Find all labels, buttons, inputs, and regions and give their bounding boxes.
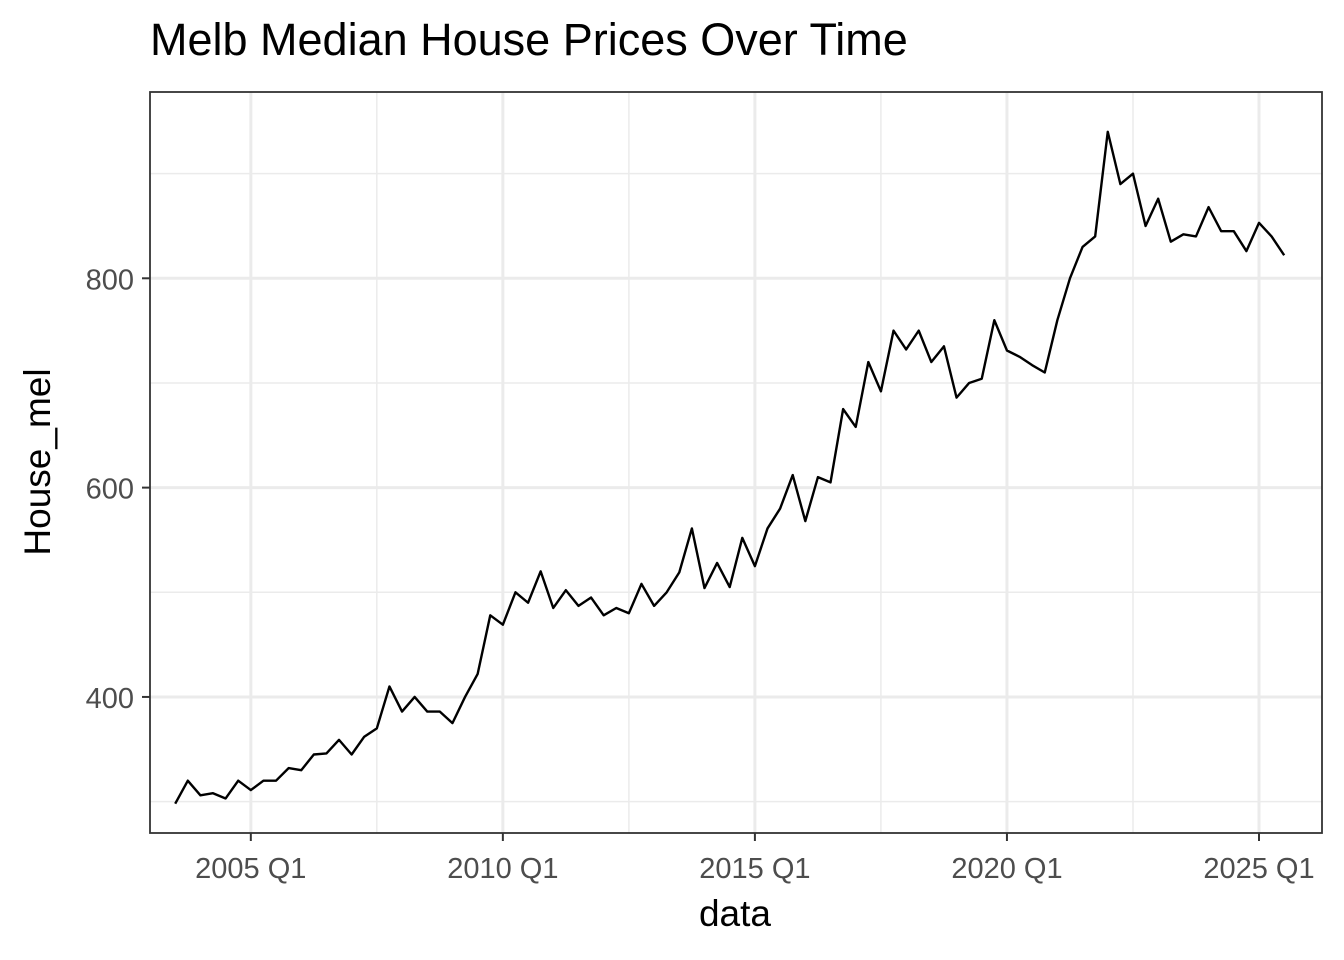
series-layer (174, 130, 1286, 805)
x-tick-label: 2025 Q1 (1203, 853, 1314, 885)
grid-lines (150, 92, 1322, 833)
chart-title: Melb Median House Prices Over Time (150, 14, 908, 65)
plot-panel (150, 92, 1322, 833)
plot-border (149, 91, 1323, 834)
y-axis-label: House_mel (17, 368, 58, 556)
y-tick-label: 400 (86, 683, 134, 715)
x-tick-label: 2010 Q1 (447, 853, 558, 885)
axes: 400 600 800 2005 Q1 2010 Q1 2015 Q1 2020 Q1 202… (86, 264, 1315, 885)
x-tick-label: 2020 Q1 (951, 853, 1062, 885)
y-tick-label: 600 (86, 474, 134, 506)
y-tick-label: 800 (86, 264, 134, 296)
x-tick-label: 2015 Q1 (699, 853, 810, 885)
series-line-House_mel (174, 130, 1286, 805)
x-axis-label: data (698, 893, 771, 934)
x-tick-label: 2005 Q1 (195, 853, 306, 885)
